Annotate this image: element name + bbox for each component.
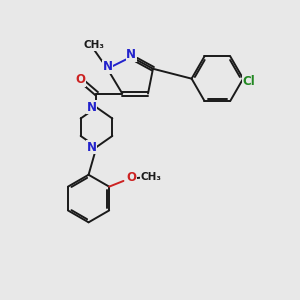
Text: Cl: Cl: [243, 75, 255, 88]
Text: N: N: [102, 60, 112, 73]
Text: O: O: [76, 73, 85, 86]
Text: O: O: [126, 171, 136, 184]
Text: CH₃: CH₃: [83, 40, 104, 50]
Text: CH₃: CH₃: [140, 172, 161, 182]
Text: N: N: [86, 101, 97, 114]
Text: N: N: [126, 48, 136, 62]
Text: N: N: [86, 140, 97, 154]
